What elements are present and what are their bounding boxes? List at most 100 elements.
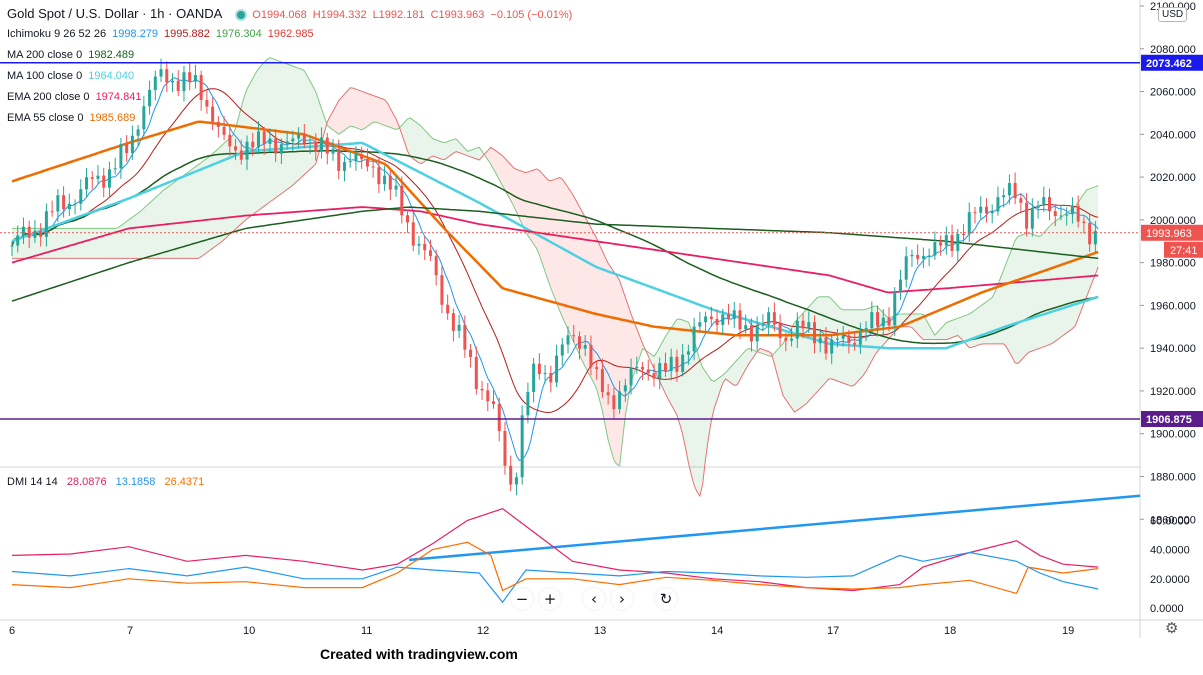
cloud-segment <box>450 139 454 156</box>
cloud-segment <box>986 299 990 344</box>
candle-body <box>1030 207 1034 229</box>
candle-body <box>245 141 249 160</box>
credit-text: Created with tradingview.com <box>320 646 518 662</box>
cloud-segment <box>284 62 288 192</box>
cloud-segment <box>565 183 569 330</box>
candle-body <box>417 243 421 246</box>
cloud-segment <box>539 170 543 264</box>
dmi-minus-value: 26.4371 <box>163 476 206 488</box>
cloud-segment <box>278 60 282 196</box>
cloud-segment <box>980 303 984 345</box>
candle-body <box>732 310 736 319</box>
cloud-segment <box>123 221 127 259</box>
indicator-label: EMA 55 close 0 <box>6 112 85 124</box>
cloud-segment <box>751 349 755 360</box>
gear-icon[interactable]: ⚙ <box>1165 619 1179 637</box>
indicator-legend-row[interactable]: MA 100 close 0 1964.040 <box>6 69 139 83</box>
candle-body <box>176 80 180 92</box>
cloud-segment <box>83 228 87 259</box>
market-status-icon <box>235 9 248 22</box>
cloud-segment <box>404 118 408 152</box>
indicator-value: 1995.882 <box>162 28 211 40</box>
currency-label[interactable]: USD <box>1158 7 1188 22</box>
cloud-segment <box>1023 233 1027 358</box>
candle-body <box>451 313 455 331</box>
cloud-segment <box>525 172 528 236</box>
indicator-value: 1998.279 <box>111 28 159 40</box>
cloud-segment <box>536 168 540 255</box>
candle-body <box>142 106 146 130</box>
cloud-segment <box>169 183 173 259</box>
candle-body <box>847 335 851 343</box>
cloud-segment <box>742 350 746 375</box>
time-tick-label: 14 <box>711 625 723 637</box>
price-tick-label: 1960.000 <box>1150 300 1196 312</box>
cloud-segment <box>241 96 245 224</box>
cloud-segment <box>940 325 944 340</box>
cloud-segment <box>275 59 279 198</box>
candle-body <box>1093 230 1097 245</box>
ichimoku-kijun <box>11 88 1099 414</box>
candle-body <box>1059 215 1063 217</box>
cloud-segment <box>909 313 912 328</box>
cloud-segment <box>375 96 379 124</box>
indicator-legend-row[interactable]: EMA 55 close 0 1985.689 <box>6 111 140 125</box>
cloud-segment <box>596 238 600 400</box>
cloud-segment <box>89 228 93 259</box>
indicator-legend-row[interactable]: EMA 200 close 0 1974.841 <box>6 90 146 104</box>
cloud-segment <box>249 78 253 217</box>
cloud-segment <box>527 171 531 240</box>
cloud-segment <box>295 67 299 183</box>
cloud-segment <box>129 217 133 259</box>
cloud-segment <box>582 211 586 367</box>
cloud-segment <box>694 339 697 492</box>
candle-body <box>113 168 117 170</box>
candle-body <box>182 72 186 92</box>
dmi-adx-value: 28.0876 <box>65 476 108 488</box>
candle-body <box>755 325 759 342</box>
dmi-legend: DMI 14 14 28.0876 13.1858 26.4371 <box>6 475 209 489</box>
cloud-segment <box>1066 210 1070 333</box>
candle-body <box>21 226 25 236</box>
cloud-segment <box>364 92 368 129</box>
candle-body <box>102 175 106 188</box>
reset-chart-button[interactable]: ↻ <box>655 588 677 610</box>
price-level-tag <box>1141 54 1203 71</box>
cloud-segment <box>490 147 494 170</box>
candle-body <box>371 166 375 168</box>
cloud-segment <box>335 100 339 135</box>
price-tick-label: 2000.000 <box>1150 215 1196 227</box>
zoom-in-button[interactable]: + <box>539 588 561 610</box>
candle-body <box>377 167 381 185</box>
cloud-segment <box>943 322 947 340</box>
candle-body <box>526 392 530 416</box>
cloud-segment <box>410 118 414 159</box>
candle-body <box>1048 196 1052 212</box>
cloud-segment <box>814 297 818 395</box>
cloud-segment <box>780 343 783 396</box>
countdown-tag <box>1164 241 1203 258</box>
cloud-segment <box>516 169 520 219</box>
candle-body <box>1088 223 1092 245</box>
zoom-out-button[interactable]: − <box>511 588 533 610</box>
price-tick-label: 2040.000 <box>1150 129 1196 141</box>
indicator-legend-row[interactable]: MA 200 close 0 1982.489 <box>6 48 139 62</box>
candle-body <box>285 141 289 145</box>
cloud-segment <box>513 167 517 212</box>
candle-body <box>44 211 48 237</box>
indicator-legend-row[interactable]: Ichimoku 9 26 52 26 1998.279 1995.882 1976.… <box>6 27 319 41</box>
scroll-left-button[interactable]: ‹ <box>583 588 605 610</box>
cloud-segment <box>390 108 394 129</box>
candle-body <box>67 203 71 210</box>
candle-body <box>27 226 31 238</box>
candle-body <box>297 134 301 139</box>
cloud-segment <box>304 70 308 175</box>
cloud-segment <box>866 308 869 372</box>
chart-nav-toolbar: − + ‹ › ↻ <box>511 586 677 612</box>
candle-body <box>681 354 685 372</box>
cloud-segment <box>401 122 405 143</box>
scroll-right-button[interactable]: › <box>611 588 633 610</box>
cloud-segment <box>719 375 723 392</box>
cloud-segment <box>545 176 548 281</box>
